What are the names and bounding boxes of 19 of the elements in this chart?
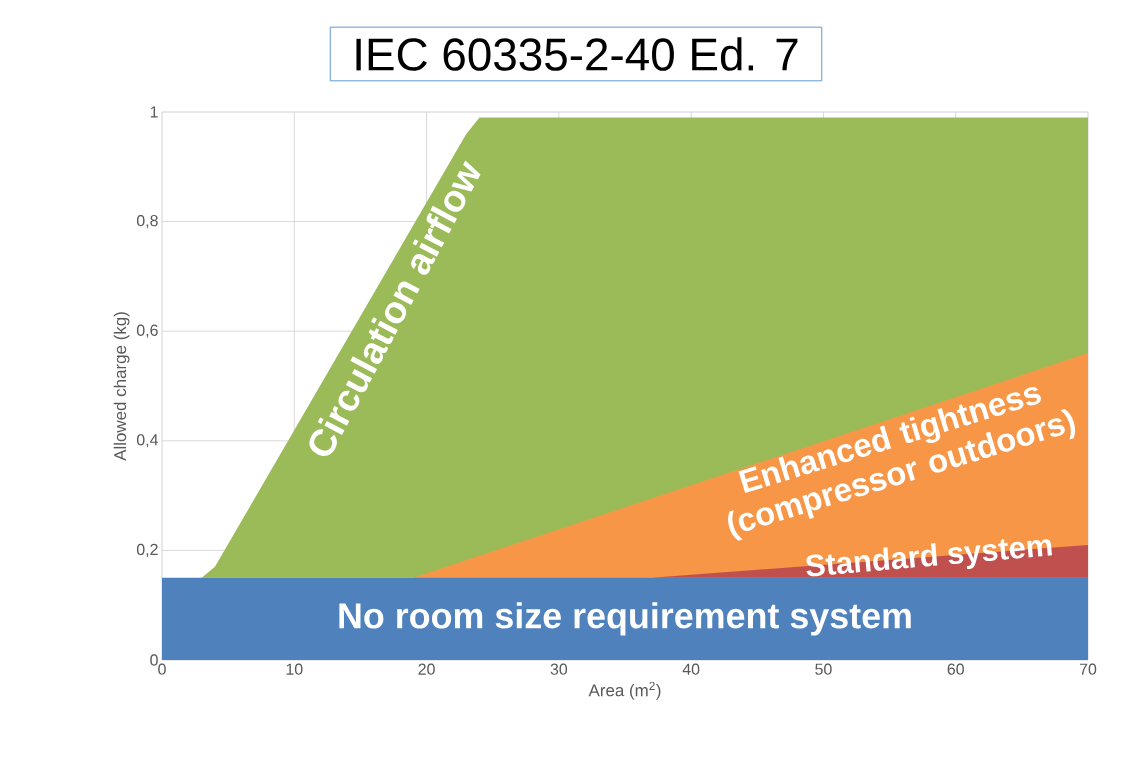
x-tick-label: 20 — [418, 663, 435, 675]
y-axis-title: Allowed charge (kg) — [113, 312, 130, 461]
x-tick-label: 60 — [947, 663, 964, 675]
x-tick-label: 50 — [815, 663, 832, 675]
x-tick-label: 0 — [158, 663, 166, 675]
y-tick-label: 0,6 — [136, 324, 158, 338]
y-tick-label: 0,4 — [136, 434, 159, 448]
chart-title: IEC 60335-2-40 Ed. 7 — [356, 37, 798, 71]
x-tick-label: 70 — [1079, 663, 1097, 675]
x-axis-title: Area (m$^{2}$) — [588, 681, 661, 700]
y-tick-label: 1 — [150, 106, 158, 118]
y-tick-label: 0,2 — [136, 543, 158, 557]
x-tick-label: 30 — [550, 663, 568, 675]
series-label: Standard system — [806, 539, 1052, 577]
series-label: No room size requirement system — [339, 602, 911, 636]
y-tick-label: 0 — [150, 654, 158, 666]
y-tick-label: 0,8 — [136, 215, 158, 229]
x-tick-label: 10 — [286, 663, 303, 675]
x-tick-label: 40 — [682, 663, 700, 675]
